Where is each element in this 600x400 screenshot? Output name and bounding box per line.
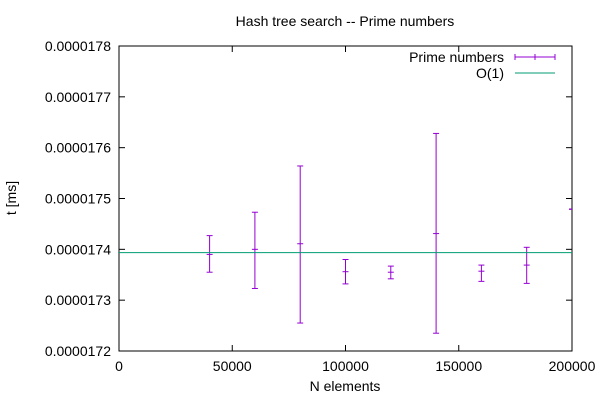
- data-point: [206, 235, 213, 273]
- series-layer: [119, 132, 572, 334]
- y-tick-label: 0.0000173: [45, 292, 111, 308]
- data-point: [433, 132, 440, 334]
- x-tick-label: 50000: [213, 358, 252, 374]
- legend-sample-prime-numbers: [514, 54, 556, 60]
- x-axis-label: N elements: [310, 378, 381, 394]
- legend-label-o1: O(1): [476, 65, 504, 81]
- data-point: [251, 211, 258, 289]
- y-tick-label: 0.0000177: [45, 89, 111, 105]
- plot-frame: [118, 45, 573, 352]
- y-tick-label: 0.0000176: [45, 140, 111, 156]
- series-prime-numbers: [206, 132, 572, 334]
- y-tick-label: 0.0000172: [45, 343, 111, 359]
- chart-title: Hash tree search -- Prime numbers: [236, 13, 455, 29]
- x-tick-label: 100000: [322, 358, 369, 374]
- x-tick-label: 200000: [549, 358, 596, 374]
- data-point: [523, 246, 530, 284]
- x-axis-ticks: 0 50000 100000 150000 200000: [115, 46, 596, 374]
- y-axis-label: t [ms]: [3, 181, 19, 215]
- y-tick-label: 0.0000174: [45, 241, 111, 257]
- data-point: [478, 264, 485, 282]
- legend: Prime numbers O(1): [409, 49, 556, 81]
- x-tick-label: 0: [115, 358, 123, 374]
- y-axis-ticks: 0.0000172 0.0000173 0.0000174 0.0000175 0.00…: [45, 38, 572, 359]
- y-tick-label: 0.0000175: [45, 191, 111, 207]
- x-tick-label: 150000: [435, 358, 482, 374]
- y-tick-label: 0.0000178: [45, 38, 111, 54]
- data-point: [297, 165, 304, 324]
- data-point: [387, 265, 394, 280]
- legend-label-prime-numbers: Prime numbers: [409, 49, 504, 65]
- data-point: [342, 259, 349, 285]
